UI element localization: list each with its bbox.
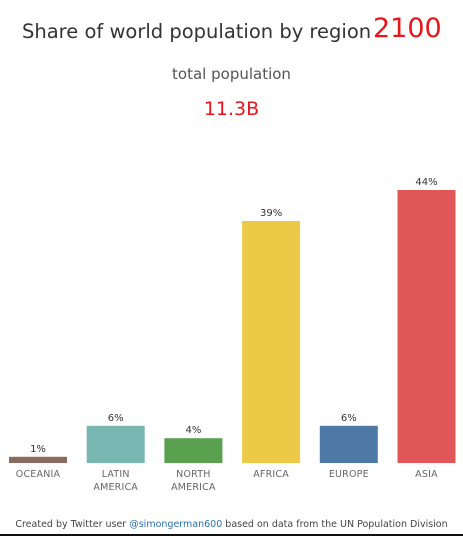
bar-value-label-north-america: 4% [185,425,201,436]
bar-value-label-asia: 44% [415,177,437,188]
bar-north-america [164,438,223,463]
chart-year: 2100 [373,13,442,44]
bar-asia [397,190,456,463]
bar-value-label-africa: 39% [260,208,282,219]
credit-handle-link[interactable]: @simongerman600 [129,519,223,530]
total-population-label: total population [172,65,291,83]
bar-latin-america [86,425,145,463]
credit-suffix: based on data from the UN Population Div… [222,519,448,530]
bar-africa [242,221,301,463]
x-tick-label-asia: ASIA [415,469,438,480]
x-tick-label-latin-america: LATIN AMERICA [93,469,138,493]
x-tick-label-north-america: NORTH AMERICA [171,469,216,493]
total-population-value: 11.3B [203,98,260,120]
bar-value-label-oceania: 1% [30,444,46,455]
bar-chart: 1% OCEANIA 6% LATIN AMERICA 4% NORTH AMERICA 39%… [9,177,456,493]
credit-prefix: Created by Twitter user [15,519,130,530]
credit-footer: Created by Twitter user @simongerman600 … [0,519,463,530]
chart-title: Share of world population by region [22,20,372,43]
bar-oceania [9,456,67,463]
x-tick-label-oceania: OCEANIA [16,469,61,480]
x-tick-label-europe: EUROPE [329,469,369,480]
title-row: Share of world population by region 2100 [0,8,463,48]
bar-value-label-europe: 6% [341,413,357,424]
bar-europe [319,425,378,463]
bar-value-label-latin-america: 6% [108,413,124,424]
footer-divider [0,534,463,536]
x-tick-label-africa: AFRICA [253,469,289,480]
